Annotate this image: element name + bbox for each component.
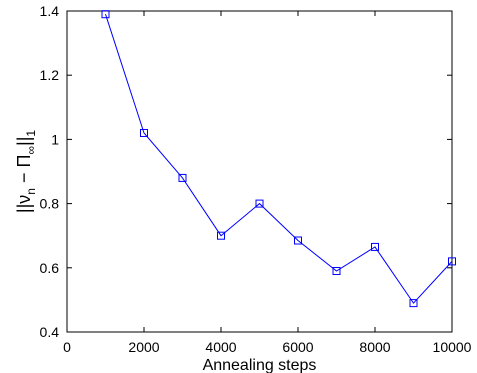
x-axis-label: Annealing steps — [203, 357, 317, 373]
x-tick-label: 0 — [63, 339, 71, 355]
y-tick-label: 1.4 — [40, 3, 60, 19]
x-tick-label: 10000 — [433, 339, 472, 355]
y-tick-label: 0.6 — [40, 260, 60, 276]
data-point-marker — [409, 299, 418, 308]
y-axis-label-sub-1: 1 — [24, 130, 38, 137]
x-tick-label: 8000 — [359, 339, 390, 355]
y-axis-label-prefix: ||ν — [14, 195, 34, 213]
axis-labels: Annealing steps ||νn − Π∞||1 — [14, 130, 316, 373]
data-point-marker — [255, 199, 264, 208]
y-axis-label-sub-n: n — [24, 188, 38, 195]
axis-ticks: 0 2000 4000 6000 8000 10000 0.4 0.6 0.8 1 1.2 1.4 — [40, 3, 472, 355]
data-point-marker — [217, 231, 225, 240]
y-axis-label-middle: − Π — [14, 155, 34, 189]
y-axis-label: ||νn − Π∞||1 — [14, 130, 38, 213]
y-tick-label: 0.4 — [40, 324, 60, 340]
series-line — [105, 14, 453, 304]
y-tick-label: 1.2 — [40, 67, 60, 83]
x-tick-label: 2000 — [128, 339, 159, 355]
data-point-marker — [178, 173, 187, 182]
data-point-marker — [448, 257, 456, 266]
y-axis-label-sub-inf: ∞ — [24, 146, 38, 155]
plot-frame — [66, 10, 453, 333]
x-tick-label: 6000 — [282, 339, 313, 355]
y-axis-label-suffix: || — [14, 137, 34, 146]
y-tick-label: 1 — [51, 131, 59, 147]
x-tick-label: 4000 — [205, 339, 236, 355]
data-point-marker — [101, 10, 110, 19]
data-point-marker — [140, 128, 148, 137]
y-tick-label: 0.8 — [40, 196, 60, 212]
plot-area — [66, 10, 456, 333]
data-point-marker — [294, 236, 302, 245]
data-point-marker — [371, 242, 379, 251]
data-point-marker — [332, 267, 341, 276]
